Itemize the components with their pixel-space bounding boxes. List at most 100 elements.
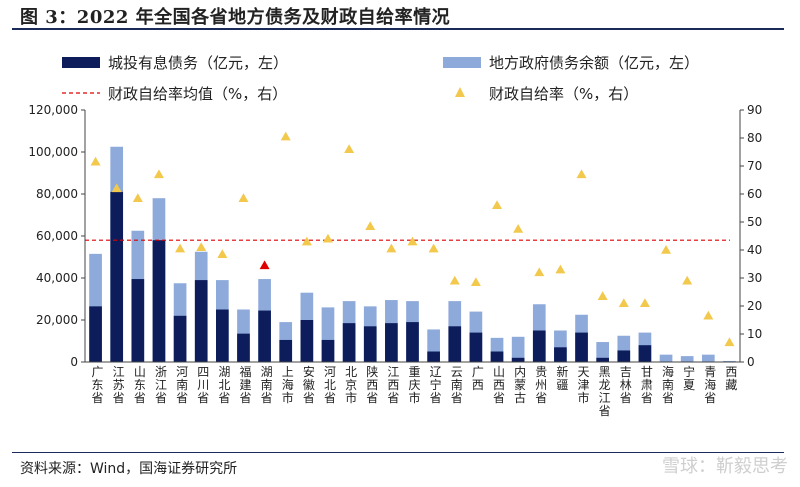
category-label: 天津市 <box>578 365 590 405</box>
category-label: 湖南省 <box>261 364 273 405</box>
category-label: 黑龙江省 <box>599 365 611 418</box>
self-sufficiency-point <box>534 267 545 277</box>
self-sufficiency-point <box>365 221 376 230</box>
category-label: 陕西省 <box>366 364 378 405</box>
category-label: 山东省 <box>134 365 146 405</box>
left-tick-label: 40,000 <box>36 271 78 285</box>
bar-lgfv-debt <box>237 333 250 362</box>
category-label: 贵州省 <box>535 365 547 405</box>
self-sufficiency-point <box>470 277 481 286</box>
bar-lgfv-debt <box>406 322 419 362</box>
bar-local-gov-debt <box>701 354 715 362</box>
bar-local-gov-debt <box>511 336 525 362</box>
category-label: 青海省 <box>704 365 716 405</box>
legend-label-lgfv: 城投有息债务（亿元，左） <box>108 54 288 72</box>
right-tick-label: 20 <box>747 299 762 313</box>
bar-lgfv-debt <box>279 339 293 362</box>
self-sufficiency-point <box>618 298 629 307</box>
category-label: 上海市 <box>282 365 294 405</box>
legend-swatch-self-sufficiency <box>455 87 465 97</box>
self-sufficiency-point <box>111 183 122 193</box>
self-sufficiency-point <box>576 169 587 179</box>
bar-local-gov-debt <box>659 354 673 362</box>
category-label: 山西省 <box>493 365 505 405</box>
bar-lgfv-debt <box>321 339 335 362</box>
left-tick-label: 80,000 <box>36 187 78 201</box>
bar-lgfv-debt <box>342 323 356 362</box>
title-rule <box>12 28 784 30</box>
left-tick-label: 0 <box>70 355 78 369</box>
bar-lgfv-debt <box>596 357 609 362</box>
category-label: 重庆市 <box>408 365 420 405</box>
bar-lgfv-debt <box>152 240 166 362</box>
category-label: 江苏省 <box>113 365 125 405</box>
category-label: 河北省 <box>324 365 336 405</box>
legend-label-local-gov: 地方政府债务余额（亿元，左） <box>489 54 699 72</box>
source-note: 资料来源：Wind，国海证券研究所 <box>20 461 238 477</box>
right-tick-label: 80 <box>747 131 762 145</box>
self-sufficiency-point <box>555 264 566 274</box>
category-label: 吉林省 <box>620 365 632 405</box>
left-tick-label: 120,000 <box>28 103 78 117</box>
category-label: 河南省 <box>176 365 188 405</box>
legend-swatch-local-gov <box>443 57 481 68</box>
category-label: 内蒙古 <box>514 365 526 405</box>
self-sufficiency-point <box>428 243 439 253</box>
right-tick-label: 60 <box>747 187 762 201</box>
bar-lgfv-debt <box>511 357 525 362</box>
bar-lgfv-debt <box>427 351 440 362</box>
right-tick-label: 90 <box>747 103 762 117</box>
self-sufficiency-point <box>217 249 228 258</box>
bar-lgfv-debt <box>490 351 504 362</box>
self-sufficiency-point <box>259 260 270 270</box>
category-label: 云南省 <box>451 365 463 405</box>
category-label: 新疆 <box>556 364 568 392</box>
bar-lgfv-debt <box>385 323 398 362</box>
figure-title: 图 3：2022 年全国各省地方债务及财政自给率情况 <box>20 7 451 28</box>
self-sufficiency-point <box>153 169 164 179</box>
category-label: 江西省 <box>387 365 399 405</box>
self-sufficiency-point <box>132 193 143 202</box>
category-label: 湖北省 <box>218 364 230 405</box>
category-label: 北京市 <box>345 365 357 405</box>
self-sufficiency-point <box>301 236 312 246</box>
category-label: 四川省 <box>197 365 209 405</box>
self-sufficiency-point <box>90 156 101 166</box>
self-sufficiency-point <box>661 245 672 254</box>
right-tick-label: 50 <box>747 215 762 229</box>
self-sufficiency-point <box>175 243 186 253</box>
self-sufficiency-point <box>238 193 249 202</box>
category-label: 安徽省 <box>303 364 315 405</box>
bar-lgfv-debt <box>89 306 102 362</box>
bar-lgfv-debt <box>131 279 145 362</box>
bar-lgfv-debt <box>448 326 462 362</box>
bar-lgfv-debt <box>258 310 271 362</box>
self-sufficiency-point <box>724 337 735 347</box>
bar-lgfv-debt <box>638 345 652 362</box>
left-tick-label: 100,000 <box>28 145 78 159</box>
bar-lgfv-debt <box>575 332 588 362</box>
bar-lgfv-debt <box>469 332 483 362</box>
footer-rule <box>12 452 784 453</box>
self-sufficiency-point <box>513 224 524 233</box>
self-sufficiency-point <box>449 275 460 285</box>
bar-lgfv-debt <box>532 330 546 362</box>
self-sufficiency-point <box>196 242 207 251</box>
bar-lgfv-debt <box>173 315 187 362</box>
self-sufficiency-point <box>682 275 693 285</box>
bar-lgfv-debt <box>216 309 229 362</box>
bar-lgfv-debt <box>617 350 631 362</box>
category-label: 海南省 <box>662 364 674 405</box>
self-sufficiency-point <box>492 200 503 209</box>
self-sufficiency-point <box>703 310 714 320</box>
self-sufficiency-point <box>386 243 397 253</box>
bar-local-gov-debt <box>596 342 609 362</box>
category-label: 辽宁省 <box>430 365 442 405</box>
right-tick-label: 40 <box>747 243 762 257</box>
self-sufficiency-point <box>344 144 355 153</box>
category-label: 福建省 <box>239 364 251 405</box>
right-tick-label: 10 <box>747 327 762 341</box>
category-label: 甘肃省 <box>641 365 653 405</box>
right-tick-label: 30 <box>747 271 762 285</box>
